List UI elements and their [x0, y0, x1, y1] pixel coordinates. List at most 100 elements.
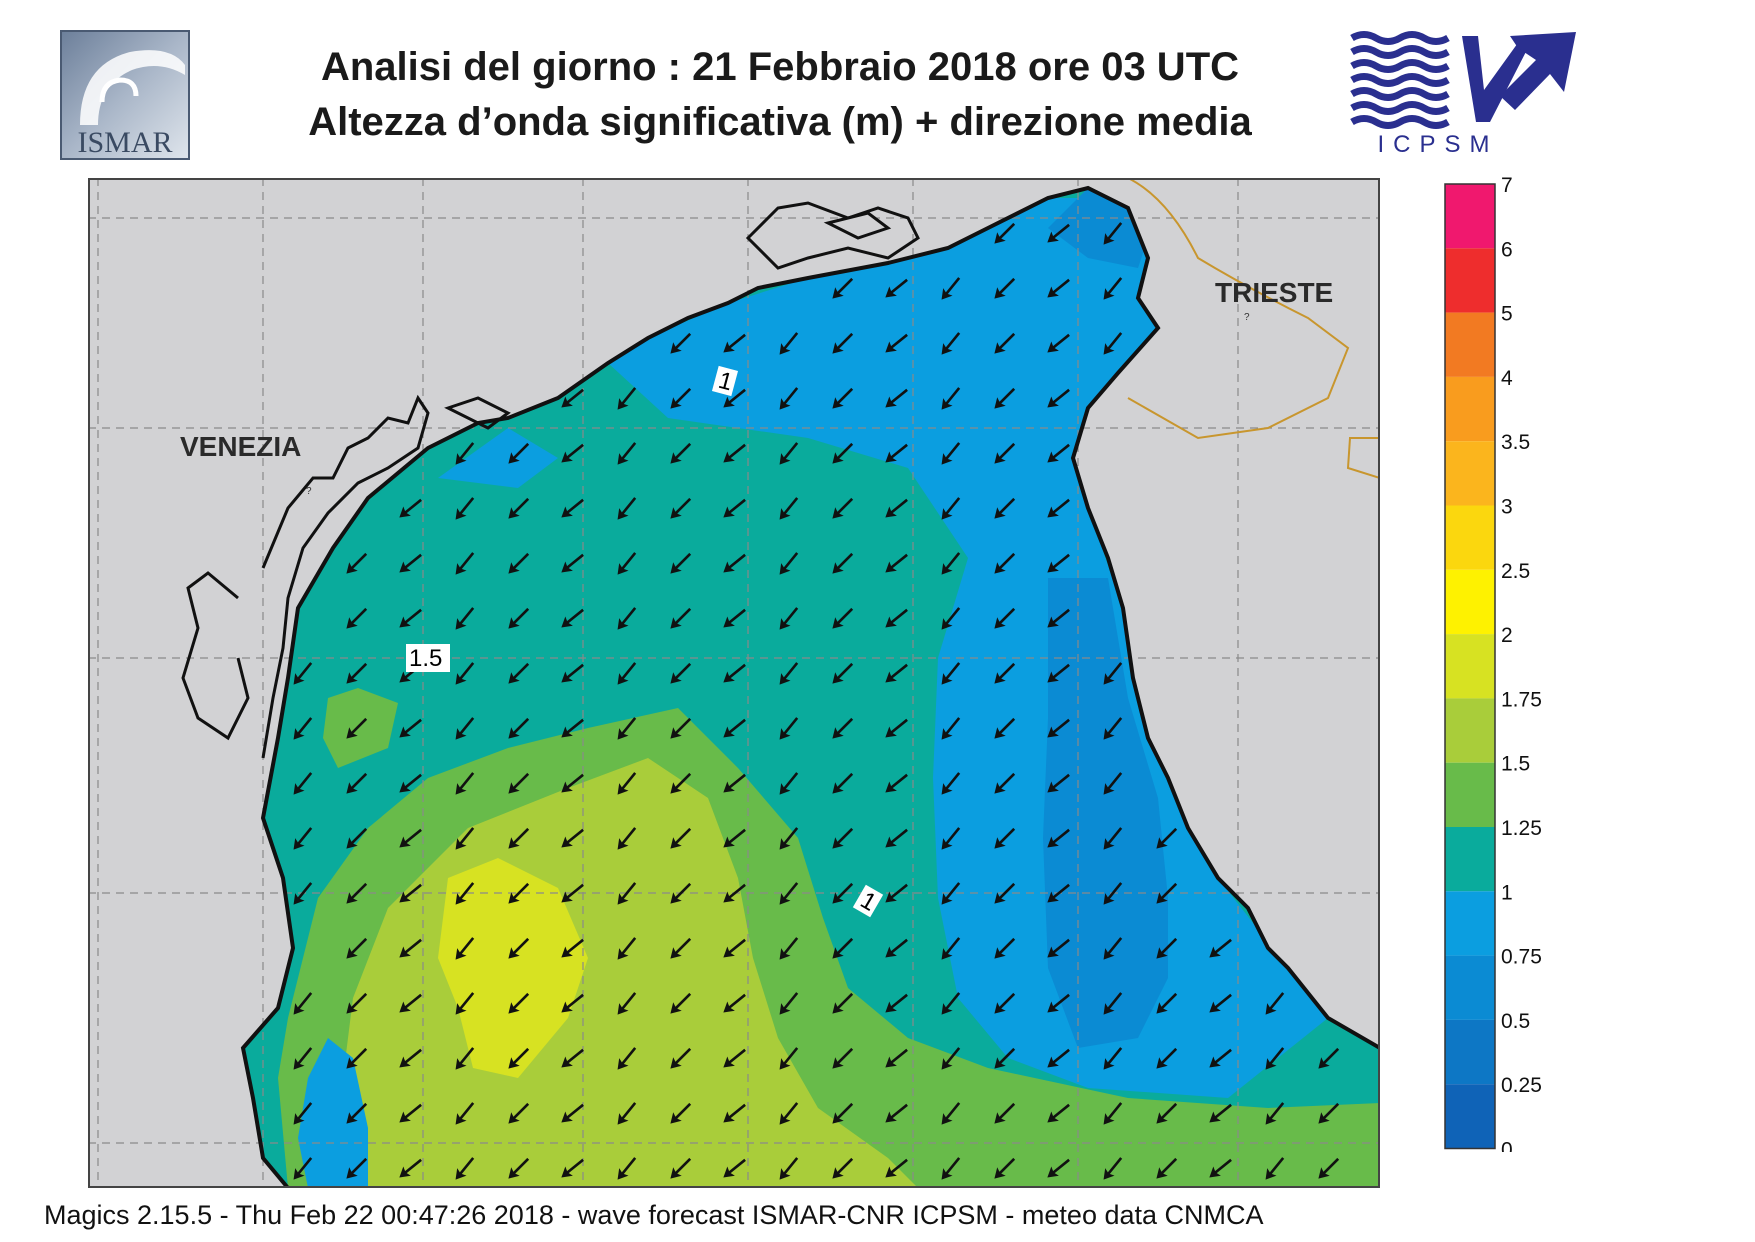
- direction-arrow: [346, 662, 368, 684]
- direction-arrow: [399, 1103, 422, 1123]
- direction-arrow: [1103, 1047, 1123, 1070]
- legend-swatch: [1445, 441, 1495, 506]
- direction-arrow: [1103, 717, 1123, 740]
- legend-label: 4: [1501, 367, 1513, 390]
- direction-arrow: [779, 497, 799, 520]
- trieste-marker: ?: [1244, 312, 1250, 323]
- direction-arrow: [723, 828, 746, 848]
- direction-arrow: [508, 992, 530, 1014]
- direction-arrow: [1265, 1157, 1285, 1180]
- legend-swatch: [1445, 505, 1495, 570]
- direction-arrow: [723, 1103, 746, 1123]
- direction-arrow: [885, 1103, 908, 1123]
- direction-arrow: [1047, 223, 1070, 243]
- direction-arrow: [994, 332, 1016, 354]
- direction-arrow: [293, 1157, 313, 1180]
- direction-arrow: [994, 222, 1016, 244]
- direction-arrow: [1318, 1157, 1340, 1179]
- legend-label: 2.5: [1501, 560, 1530, 583]
- direction-arrow: [941, 937, 961, 960]
- direction-arrow: [885, 1048, 908, 1068]
- direction-arrow: [832, 717, 854, 739]
- direction-arrow: [994, 827, 1016, 849]
- direction-arrow: [670, 1157, 692, 1179]
- direction-arrow: [994, 442, 1016, 464]
- wave-height-legend: 7 6 5 4 3.5 3 2.5 2 1.75 1.5 1.25 1 0.75 0.5 0.25 0: [1444, 174, 1542, 1153]
- direction-arrow: [561, 718, 584, 738]
- direction-arrow: [779, 1047, 799, 1070]
- direction-arrow: [723, 773, 746, 793]
- venice-lagoon-islands: [181, 201, 920, 759]
- direction-arrow: [561, 443, 584, 463]
- direction-arrow: [994, 882, 1016, 904]
- direction-arrow: [508, 717, 530, 739]
- direction-arrow: [994, 992, 1016, 1014]
- legend-swatch: [1445, 762, 1495, 827]
- direction-arrow: [1156, 1157, 1178, 1179]
- direction-arrow: [508, 772, 530, 794]
- direction-arrow: [1047, 828, 1070, 848]
- direction-arrow: [1209, 1158, 1232, 1178]
- direction-arrow: [994, 552, 1016, 574]
- legend-label: 2: [1501, 624, 1513, 647]
- direction-arrow: [670, 1047, 692, 1069]
- direction-arrow: [832, 332, 854, 354]
- direction-arrow: [885, 333, 908, 353]
- direction-arrow: [1047, 773, 1070, 793]
- direction-arrow: [885, 883, 908, 903]
- direction-arrow: [399, 773, 422, 793]
- direction-arrow: [885, 718, 908, 738]
- direction-arrow: [455, 497, 475, 520]
- direction-arrow: [885, 553, 908, 573]
- direction-arrow: [617, 552, 637, 575]
- direction-arrow: [399, 553, 422, 573]
- direction-arrow: [670, 387, 692, 409]
- direction-arrow: [885, 498, 908, 518]
- direction-arrow: [1156, 882, 1178, 904]
- direction-arrow: [561, 498, 584, 518]
- direction-arrow: [670, 937, 692, 959]
- legend-label: 0: [1501, 1139, 1513, 1153]
- direction-arrow: [779, 552, 799, 575]
- legend-swatch: [1445, 248, 1495, 313]
- legend-label: 3.5: [1501, 431, 1530, 454]
- direction-arrow: [617, 442, 637, 465]
- city-label-trieste: TRIESTE: [1215, 277, 1333, 308]
- direction-arrow: [994, 607, 1016, 629]
- direction-arrow: [455, 442, 475, 465]
- direction-arrow: [1103, 772, 1123, 795]
- direction-arrow: [399, 498, 422, 518]
- direction-arrow: [455, 1047, 475, 1070]
- direction-arrow: [779, 992, 799, 1015]
- direction-arrow: [1103, 662, 1123, 685]
- direction-arrow: [1103, 937, 1123, 960]
- direction-arrow: [832, 827, 854, 849]
- direction-arrow: [832, 1047, 854, 1069]
- direction-arrow: [455, 662, 475, 685]
- direction-arrow: [941, 607, 961, 630]
- direction-arrow: [994, 1047, 1016, 1069]
- direction-arrow: [293, 662, 313, 685]
- direction-arrow: [561, 1158, 584, 1178]
- venezia-marker: ?: [306, 486, 312, 497]
- direction-arrow: [455, 717, 475, 740]
- direction-arrow: [455, 937, 475, 960]
- direction-arrow: [508, 552, 530, 574]
- direction-arrow: [1047, 278, 1070, 298]
- direction-arrow: [941, 442, 961, 465]
- direction-arrow: [1103, 1157, 1123, 1180]
- direction-arrow: [617, 1157, 637, 1180]
- direction-arrow: [670, 717, 692, 739]
- direction-arrow: [670, 497, 692, 519]
- direction-arrow: [670, 332, 692, 354]
- direction-arrow: [293, 772, 313, 795]
- legend-swatch: [1445, 184, 1495, 249]
- direction-arrow: [779, 1157, 799, 1180]
- direction-arrow: [561, 773, 584, 793]
- direction-arrow: [832, 662, 854, 684]
- direction-arrow: [346, 717, 368, 739]
- direction-arrow: [670, 1102, 692, 1124]
- direction-arrow: [723, 443, 746, 463]
- direction-arrow: [1047, 718, 1070, 738]
- direction-arrow: [1103, 827, 1123, 850]
